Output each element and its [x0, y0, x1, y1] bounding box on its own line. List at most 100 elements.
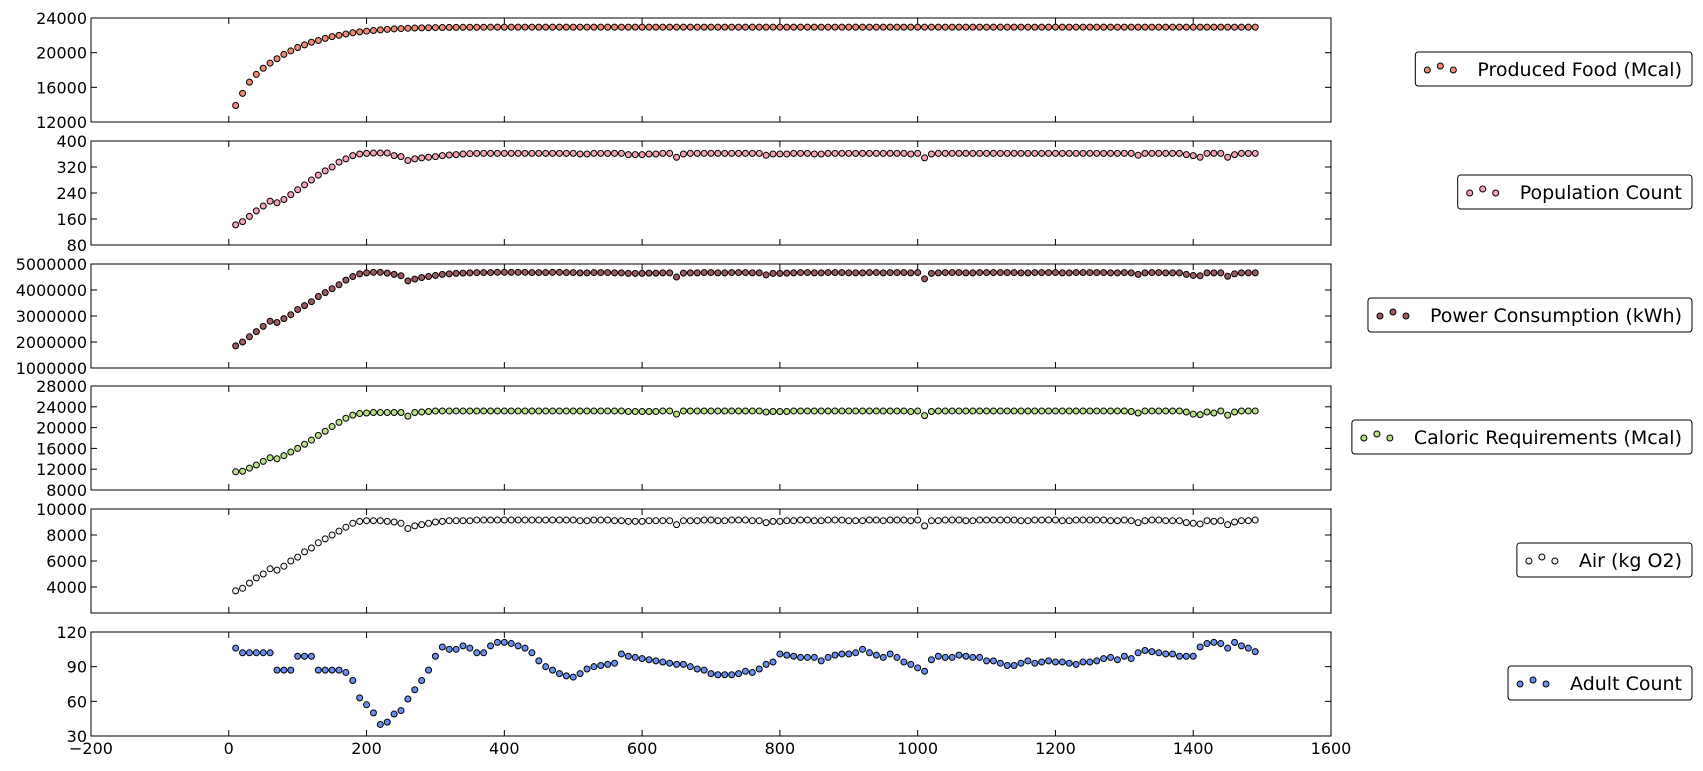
data-point [1031, 407, 1039, 415]
data-point [459, 269, 467, 277]
data-point [1244, 407, 1252, 415]
data-point [1065, 269, 1073, 277]
data-point [790, 407, 798, 415]
data-point [1003, 23, 1011, 31]
data-point [521, 516, 529, 524]
data-point [590, 663, 598, 671]
data-point [418, 677, 426, 685]
data-point [969, 517, 977, 525]
data-point [865, 269, 873, 277]
data-point [686, 149, 694, 157]
data-point [445, 645, 453, 653]
data-point [1175, 269, 1183, 277]
data-point [1141, 646, 1149, 654]
data-point [1148, 407, 1156, 415]
data-point [1134, 519, 1142, 527]
data-point [886, 269, 894, 277]
data-point [493, 407, 501, 415]
data-point [1051, 23, 1059, 31]
data-point [934, 149, 942, 157]
data-point [652, 407, 660, 415]
data-point [1134, 23, 1142, 31]
data-point [604, 516, 612, 524]
data-point [404, 412, 412, 420]
data-point [700, 666, 708, 674]
data-point [280, 50, 288, 58]
data-point [735, 269, 743, 277]
data-point [1217, 407, 1225, 415]
data-point [583, 665, 591, 673]
data-point [555, 407, 563, 415]
data-point [514, 407, 522, 415]
data-point [459, 407, 467, 415]
data-point [549, 23, 557, 31]
data-point [1203, 517, 1211, 525]
data-point [1079, 407, 1087, 415]
data-point [480, 149, 488, 157]
data-point [1189, 271, 1197, 279]
data-point [1120, 149, 1128, 157]
data-point [1155, 407, 1163, 415]
legend-marker [1373, 430, 1381, 438]
data-point [617, 407, 625, 415]
data-point [810, 653, 818, 661]
data-point [693, 269, 701, 277]
data-point [590, 269, 598, 277]
data-point [493, 638, 501, 646]
data-point [459, 642, 467, 650]
data-point [542, 23, 550, 31]
x-tick-label: 400 [489, 739, 520, 758]
data-point [1231, 151, 1239, 159]
data-point [721, 23, 729, 31]
y-tick-label: 240 [56, 184, 87, 203]
data-point [1182, 23, 1190, 31]
legend-marker [1538, 553, 1546, 561]
data-point [886, 407, 894, 415]
data-point [549, 516, 557, 524]
data-point [900, 658, 908, 666]
data-point [252, 574, 260, 582]
data-point [983, 516, 991, 524]
data-point [1141, 407, 1149, 415]
data-point [1217, 517, 1225, 525]
data-point [989, 657, 997, 665]
data-point [549, 149, 557, 157]
data-point [803, 516, 811, 524]
y-tick-label: 400 [56, 132, 87, 151]
data-point [301, 652, 309, 660]
data-point [886, 516, 894, 524]
data-point [1065, 659, 1073, 667]
data-point [1141, 149, 1149, 157]
data-point [941, 516, 949, 524]
data-point [872, 149, 880, 157]
data-point [900, 407, 908, 415]
data-point [783, 407, 791, 415]
data-point [679, 517, 687, 525]
data-point [1244, 23, 1252, 31]
data-point [666, 23, 674, 31]
data-point [1093, 407, 1101, 415]
x-tick-label: 0 [224, 739, 234, 758]
data-point [363, 27, 371, 35]
data-point [597, 516, 605, 524]
data-point [1127, 407, 1135, 415]
data-point [893, 407, 901, 415]
data-point [824, 653, 832, 661]
data-point [1058, 658, 1066, 666]
data-point [493, 268, 501, 276]
data-point [252, 70, 260, 78]
data-point [679, 269, 687, 277]
data-point [735, 23, 743, 31]
data-point [466, 23, 474, 31]
data-point [507, 407, 515, 415]
data-point [245, 78, 253, 86]
legend: Caloric Requirements (Mcal) [1351, 419, 1693, 455]
data-point [342, 155, 350, 163]
data-point [349, 272, 357, 280]
data-point [356, 410, 364, 418]
data-point [514, 268, 522, 276]
data-point [783, 150, 791, 158]
data-point [907, 23, 915, 31]
data-point [528, 149, 536, 157]
data-point [852, 23, 860, 31]
